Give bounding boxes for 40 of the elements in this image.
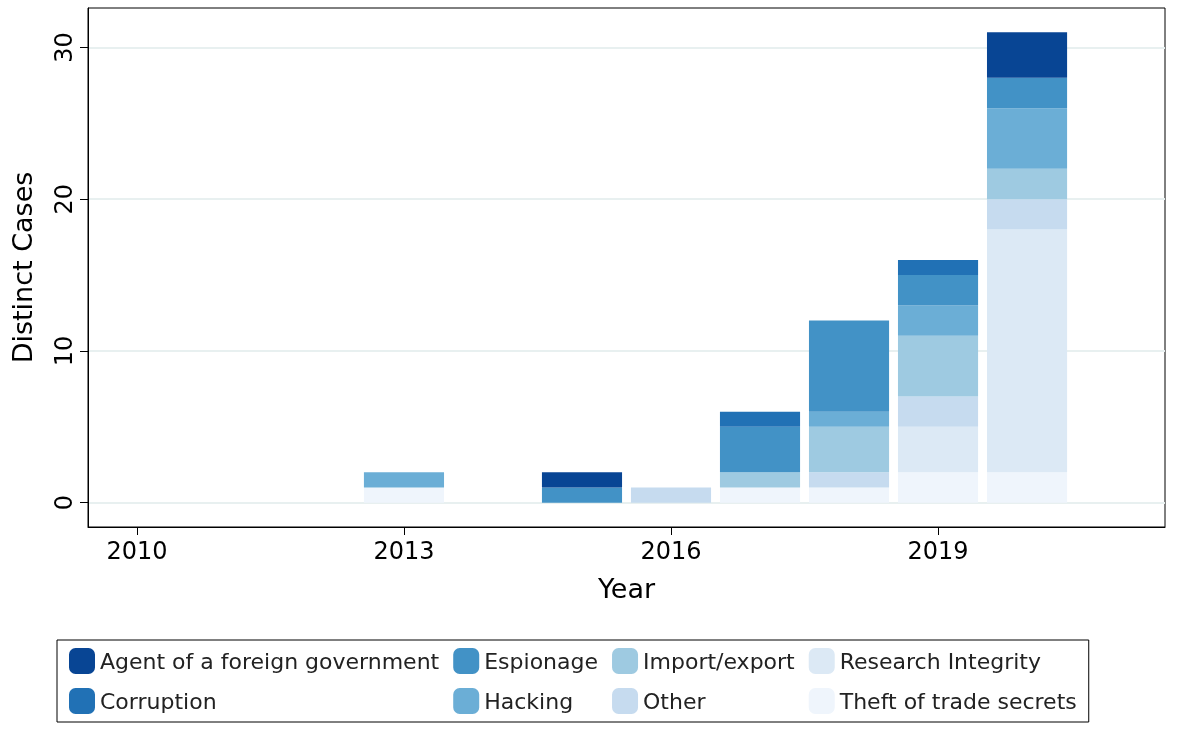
bar — [808, 426, 890, 473]
bar — [986, 77, 1068, 109]
x-tick-label: 2019 — [907, 537, 969, 565]
bar — [986, 199, 1068, 230]
x-tick-label: 2010 — [106, 537, 168, 565]
legend-label: Theft of trade secrets — [838, 688, 1077, 714]
y-tick-label: 20 — [50, 183, 78, 215]
y-tick-label: 10 — [50, 335, 78, 367]
legend-label: Agent of a foreign government — [100, 648, 440, 674]
legend-label: Corruption — [100, 688, 217, 714]
bar — [719, 426, 801, 473]
y-tick-label: 0 — [50, 495, 78, 511]
legend-label: Import/export — [643, 648, 796, 674]
bar — [808, 411, 890, 427]
bar — [986, 32, 1068, 78]
bar — [541, 487, 623, 503]
legend-label: Research Integrity — [839, 648, 1041, 674]
x-axis-title: Year — [596, 573, 656, 604]
legend-label: Other — [643, 688, 707, 714]
bar — [363, 472, 445, 488]
legend-label: Hacking — [484, 688, 574, 714]
bar — [897, 335, 979, 397]
bar — [719, 472, 801, 488]
legend-label: Espionage — [484, 648, 599, 674]
y-tick-label: 30 — [50, 32, 78, 63]
bar — [897, 259, 979, 276]
bar — [986, 168, 1068, 200]
bar — [897, 396, 979, 427]
bar — [897, 305, 979, 336]
bar — [808, 472, 890, 488]
y-axis-title: Distinct Cases — [7, 171, 38, 364]
bar — [630, 487, 712, 503]
bar — [541, 472, 623, 488]
x-tick-label: 2013 — [373, 537, 435, 565]
bar — [897, 426, 979, 473]
x-tick-label: 2016 — [640, 537, 702, 565]
bar — [719, 411, 801, 427]
bar — [986, 108, 1068, 169]
bar — [897, 275, 979, 306]
bar — [808, 320, 890, 412]
